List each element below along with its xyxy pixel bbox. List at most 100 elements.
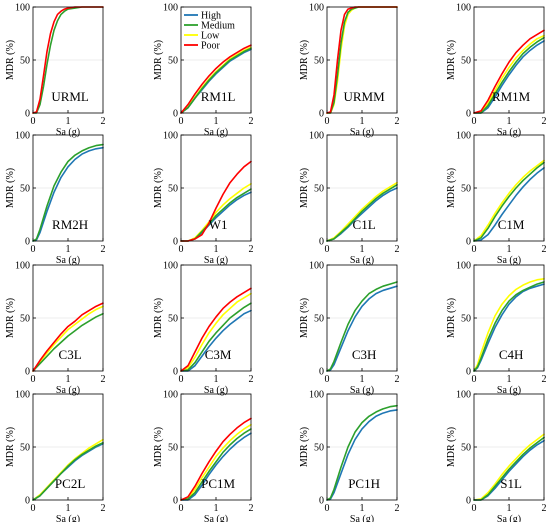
x-tick-label: 2	[395, 374, 400, 385]
y-tick-label: 100	[456, 3, 471, 14]
panel-c3l: 0 50 100 0 1 2 Sa (g) MDR (%) C3L	[5, 261, 106, 397]
y-axis-label: MDR (%)	[153, 168, 164, 208]
x-tick-label: 0	[472, 503, 477, 514]
y-tick-label: 50	[20, 443, 30, 454]
x-tick-label: 2	[395, 116, 400, 127]
x-tick-label: 2	[249, 244, 254, 255]
x-tick-label: 1	[507, 116, 512, 127]
x-tick-label: 2	[542, 374, 547, 385]
series-line-medium	[473, 281, 545, 372]
panel-pc1m: 0 50 100 0 1 2 Sa (g) MDR (%) PC1M	[153, 390, 254, 522]
panel-pc1h: 0 50 100 0 1 2 Sa (g) MDR (%) PC1H	[299, 390, 400, 522]
y-tick-label: 100	[456, 261, 471, 272]
y-tick-label: 0	[466, 496, 471, 507]
y-tick-label: 0	[25, 367, 30, 378]
y-tick-label: 100	[163, 131, 178, 142]
x-tick-label: 2	[249, 374, 254, 385]
x-tick-label: 2	[101, 244, 106, 255]
x-axis-label: Sa (g)	[350, 127, 374, 138]
x-tick-label: 1	[507, 374, 512, 385]
x-tick-label: 1	[360, 503, 365, 514]
y-tick-label: 100	[163, 261, 178, 272]
x-tick-label: 2	[101, 374, 106, 385]
y-tick-label: 50	[314, 184, 324, 195]
x-axis-label: Sa (g)	[350, 255, 374, 266]
y-axis-label: MDR (%)	[153, 298, 164, 338]
y-axis-label: MDR (%)	[5, 40, 16, 80]
x-tick-label: 2	[395, 244, 400, 255]
panel-title: C3H	[352, 347, 377, 362]
x-tick-label: 1	[360, 116, 365, 127]
panel-c3m: 0 50 100 0 1 2 Sa (g) MDR (%) C3M	[153, 261, 254, 397]
x-axis-label: Sa (g)	[56, 255, 80, 266]
series-line-medium	[180, 47, 252, 114]
legend-label-poor: Poor	[201, 41, 221, 52]
series-line-poor	[32, 302, 104, 372]
series-line-poor	[180, 417, 252, 501]
x-tick-label: 0	[31, 374, 36, 385]
y-tick-label: 50	[168, 443, 178, 454]
y-tick-label: 100	[309, 261, 324, 272]
y-tick-label: 50	[461, 56, 471, 67]
y-tick-label: 0	[319, 109, 324, 120]
y-tick-label: 0	[173, 367, 178, 378]
series-line-low	[473, 159, 545, 242]
x-tick-label: 2	[542, 503, 547, 514]
y-axis-label: MDR (%)	[5, 298, 16, 338]
y-axis-label: MDR (%)	[5, 427, 16, 467]
y-tick-label: 100	[163, 3, 178, 14]
x-axis-label: Sa (g)	[204, 514, 228, 522]
x-axis-label: Sa (g)	[350, 385, 374, 396]
y-axis-label: MDR (%)	[153, 40, 164, 80]
series-line-low	[180, 423, 252, 501]
panel-c1l: 0 50 100 0 1 2 Sa (g) MDR (%) C1L	[299, 131, 400, 267]
panel-title: URML	[51, 89, 89, 104]
y-axis-label: MDR (%)	[446, 168, 457, 208]
y-tick-label: 0	[25, 109, 30, 120]
x-tick-label: 1	[66, 503, 71, 514]
x-axis-label: Sa (g)	[204, 385, 228, 396]
y-axis-label: MDR (%)	[153, 427, 164, 467]
legend-label-high: High	[201, 11, 221, 22]
series-line-medium	[180, 428, 252, 501]
x-tick-label: 1	[66, 374, 71, 385]
y-tick-label: 50	[461, 443, 471, 454]
x-tick-label: 1	[360, 244, 365, 255]
y-tick-label: 0	[319, 496, 324, 507]
panel-c3h: 0 50 100 0 1 2 Sa (g) MDR (%) C3H	[299, 261, 400, 397]
series-line-medium	[326, 184, 398, 242]
x-tick-label: 1	[360, 374, 365, 385]
x-tick-label: 1	[507, 503, 512, 514]
panel-title: C3M	[205, 347, 232, 362]
x-axis-label: Sa (g)	[56, 385, 80, 396]
x-axis-label: Sa (g)	[497, 514, 521, 522]
panel-c1m: 0 50 100 0 1 2 Sa (g) MDR (%) C1M	[446, 131, 547, 267]
panel-title: C1L	[353, 217, 376, 232]
series-line-medium	[473, 436, 545, 501]
x-tick-label: 2	[101, 503, 106, 514]
y-tick-label: 50	[314, 443, 324, 454]
x-tick-label: 0	[31, 503, 36, 514]
series-line-medium	[473, 161, 545, 242]
x-axis-label: Sa (g)	[204, 255, 228, 266]
x-tick-label: 0	[179, 244, 184, 255]
x-tick-label: 1	[214, 503, 219, 514]
y-tick-label: 100	[309, 3, 324, 14]
y-tick-label: 100	[309, 390, 324, 401]
y-tick-label: 50	[168, 56, 178, 67]
y-tick-label: 0	[173, 109, 178, 120]
x-tick-label: 2	[101, 116, 106, 127]
y-tick-label: 50	[168, 184, 178, 195]
y-tick-label: 0	[319, 367, 324, 378]
x-tick-label: 1	[214, 374, 219, 385]
series-line-medium	[32, 312, 104, 372]
series-line-high	[326, 187, 398, 242]
x-tick-label: 2	[249, 116, 254, 127]
series-line-medium	[32, 143, 104, 242]
x-tick-label: 0	[31, 116, 36, 127]
panel-title: C1M	[498, 217, 525, 232]
y-tick-label: 0	[173, 237, 178, 248]
